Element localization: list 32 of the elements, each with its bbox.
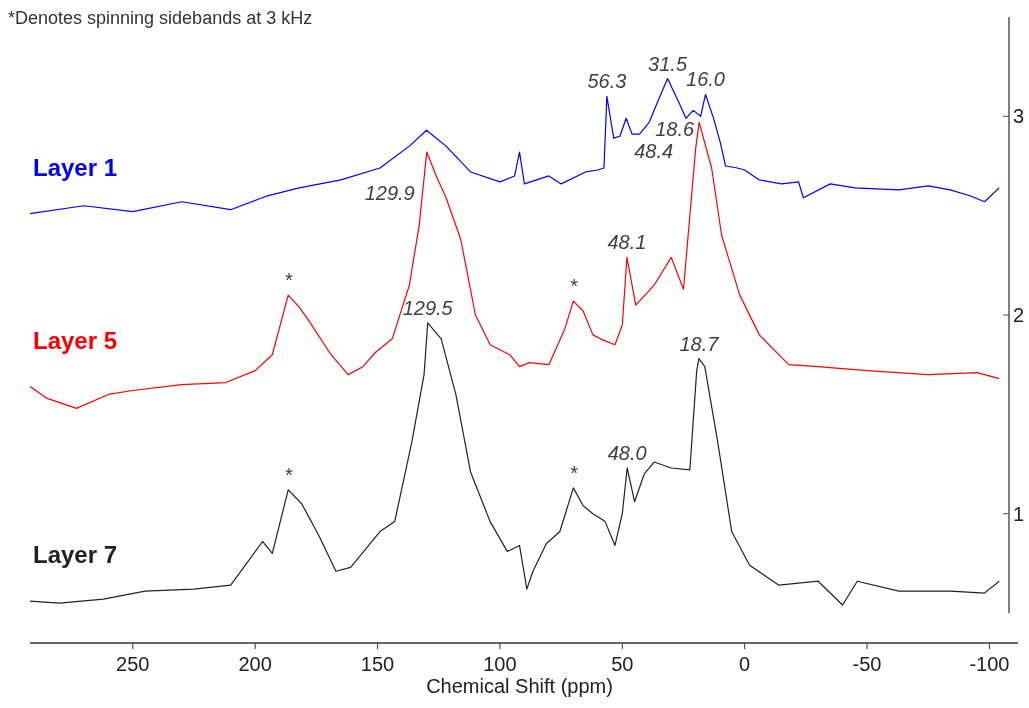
series-label: Layer 5 [33, 326, 118, 354]
x-tick-label: 0 [739, 653, 751, 675]
line-series [29, 322, 1000, 606]
y-tick-label: 2 [1013, 304, 1025, 326]
annotation: 18.7 [679, 332, 720, 355]
x-tick-label: 50 [611, 653, 634, 675]
annotation: *Denotes spinning sidebands at 3 kHz [8, 8, 313, 28]
x-tick-label: 200 [238, 653, 272, 675]
annotation: 129.9 [364, 182, 415, 205]
series-label: Layer 1 [33, 153, 118, 181]
annotation: * [284, 269, 294, 292]
annotation: * [284, 463, 294, 486]
annotation: 31.5 [648, 52, 688, 75]
x-tick-label: 150 [360, 653, 395, 675]
y-tick-label: 3 [1013, 105, 1025, 128]
series-label: Layer 7 [33, 541, 118, 569]
annotation: 48.4 [634, 140, 674, 163]
y-tick-label: 1 [1013, 502, 1025, 525]
annotation: * [569, 461, 579, 484]
annotation: 56.3 [587, 70, 627, 93]
x-axis-title: Chemical Shift (ppm) [426, 675, 613, 697]
annotation: 48.0 [607, 441, 647, 464]
x-tick-label: -50 [852, 653, 882, 675]
x-tick-label: -100 [969, 653, 1010, 675]
annotation: * [569, 275, 579, 298]
annotation: 48.1 [607, 231, 647, 254]
x-tick-label: 250 [116, 653, 150, 675]
line-series [29, 121, 1000, 409]
annotation: 16.0 [686, 68, 725, 91]
annotation: 129.5 [402, 296, 454, 319]
annotation: 18.6 [655, 118, 696, 141]
x-tick-label: 100 [483, 653, 517, 675]
